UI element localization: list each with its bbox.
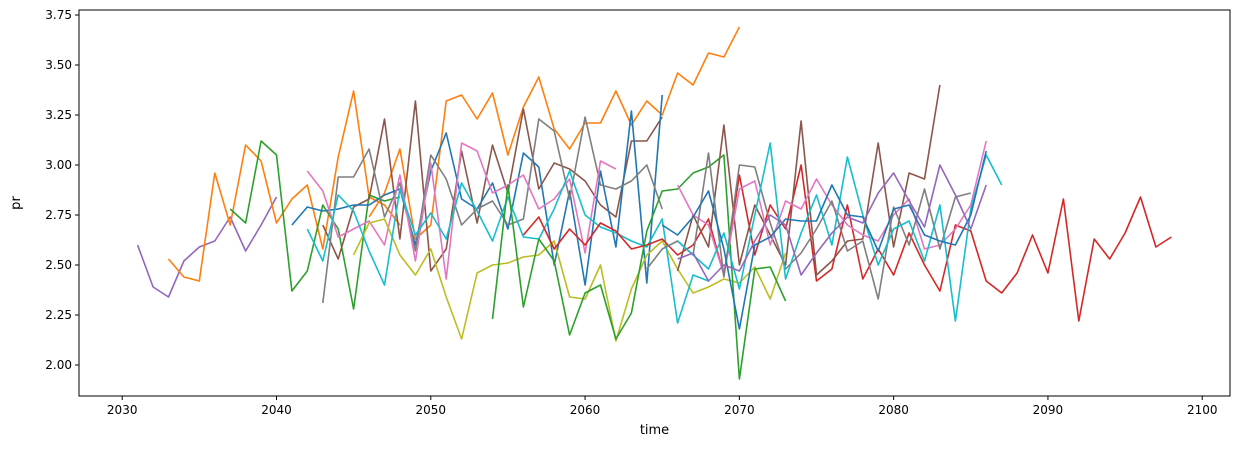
series-line-14 (676, 140, 987, 276)
x-tick-label: 2060 (570, 403, 601, 417)
series-line-5 (322, 100, 663, 272)
series-line-4 (368, 26, 741, 240)
series-line-3 (229, 140, 401, 310)
x-tick-label: 2030 (107, 403, 138, 417)
x-tick-label: 2090 (1033, 403, 1064, 417)
series-line-12 (491, 154, 787, 380)
y-tick-label: 3.75 (45, 8, 72, 22)
x-tick-label: 2050 (416, 403, 447, 417)
plot-area-background (79, 10, 1230, 396)
series-line-9 (352, 218, 787, 342)
y-axis: 2.00 2.25 2.50 2.75 3.00 3.25 3.50 3.75 (45, 8, 79, 372)
y-tick-label: 2.50 (45, 258, 72, 272)
y-tick-label: 2.00 (45, 358, 72, 372)
y-tick-label: 3.00 (45, 158, 72, 172)
series-line-18 (677, 164, 987, 282)
series-layer (136, 26, 1172, 380)
plot-frame (78, 9, 1231, 397)
y-axis-label: pr (9, 196, 24, 210)
series-line-7 (322, 116, 663, 304)
x-tick-label: 2080 (878, 403, 909, 417)
x-axis: 2030 2040 2050 2060 2070 2080 2090 2100 (107, 396, 1218, 417)
x-axis-label: time (640, 423, 669, 438)
series-line-10 (306, 170, 709, 324)
y-tick-label: 2.25 (45, 308, 72, 322)
series-line-2 (167, 90, 401, 282)
x-tick-label: 2040 (261, 403, 292, 417)
y-tick-label: 3.25 (45, 108, 72, 122)
y-tick-label: 3.50 (45, 58, 72, 72)
series-line-11 (522, 164, 1172, 322)
x-tick-label: 2070 (724, 403, 755, 417)
x-tick-label: 2100 (1187, 403, 1218, 417)
y-tick-label: 2.75 (45, 208, 72, 222)
series-line-13 (676, 84, 941, 276)
series-line-1 (136, 196, 278, 298)
series-line-17 (661, 150, 987, 330)
